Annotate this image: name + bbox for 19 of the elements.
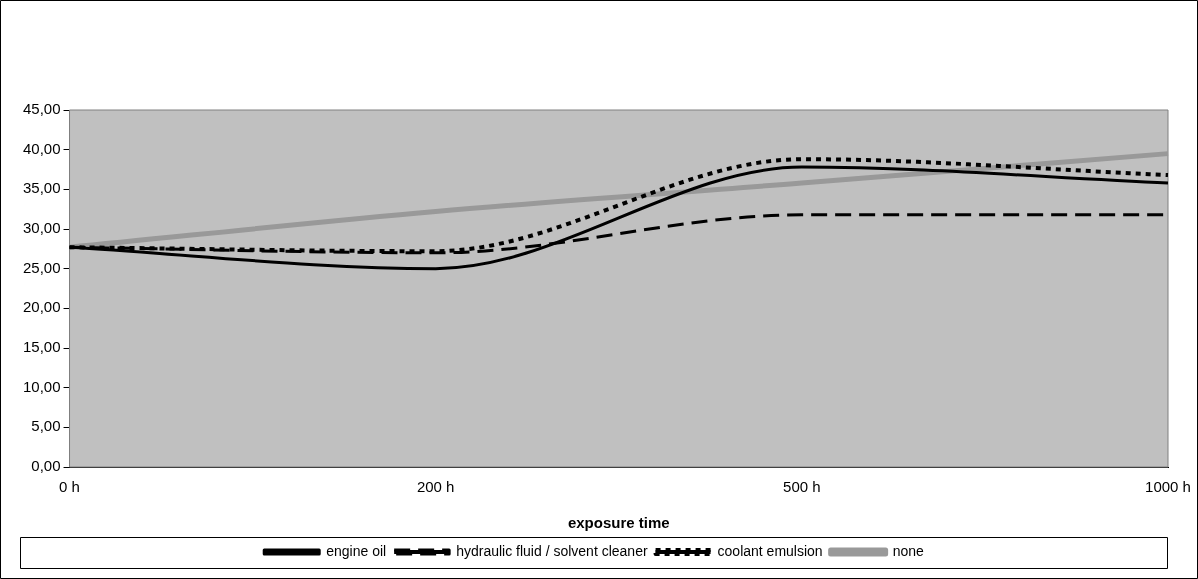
x-tick-label: 0 h — [59, 478, 80, 496]
legend-label: coolant emulsion — [717, 542, 823, 559]
y-tick-label: 25,00 — [22, 258, 61, 276]
x-axis-title: exposure time — [567, 514, 670, 532]
x-tick-label: 1000 h — [1145, 478, 1191, 496]
y-tick-label: 35,00 — [22, 179, 61, 197]
y-tick-label: 45,00 — [22, 100, 61, 118]
y-tick-label: 30,00 — [22, 219, 61, 237]
y-tick-label: 15,00 — [22, 338, 61, 356]
x-tick-label: 500 h — [783, 478, 821, 496]
y-tick-label: 40,00 — [22, 139, 61, 157]
y-tick-label: 20,00 — [22, 298, 61, 316]
legend-label: none — [892, 542, 924, 559]
y-tick-label: 10,00 — [22, 377, 61, 395]
x-tick-label: 200 h — [416, 478, 455, 496]
legend-label: hydraulic fluid / solvent cleaner — [456, 542, 648, 559]
legend-label: engine oil — [326, 542, 387, 559]
y-tick-label: 0,00 — [31, 457, 61, 475]
y-tick-label: 5,00 — [31, 417, 61, 435]
